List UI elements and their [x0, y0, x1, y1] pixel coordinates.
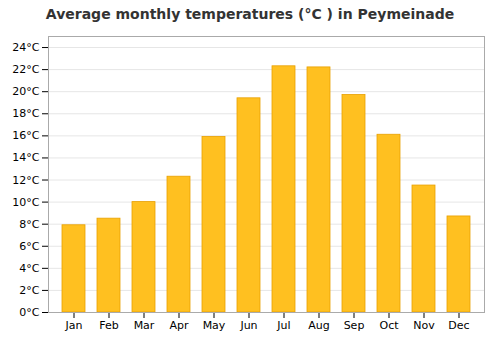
svg-text:8°C: 8°C: [19, 218, 39, 231]
svg-text:2°C: 2°C: [19, 284, 39, 297]
svg-text:Jul: Jul: [276, 319, 290, 332]
svg-text:4°C: 4°C: [19, 262, 39, 275]
svg-text:Feb: Feb: [99, 319, 118, 332]
svg-text:May: May: [203, 319, 226, 332]
svg-text:12°C: 12°C: [12, 174, 39, 187]
svg-text:10°C: 10°C: [12, 196, 39, 209]
svg-text:6°C: 6°C: [19, 240, 39, 253]
svg-text:Aug: Aug: [308, 319, 329, 332]
svg-text:Jun: Jun: [239, 319, 257, 332]
svg-text:Mar: Mar: [134, 319, 155, 332]
svg-text:24°C: 24°C: [12, 41, 39, 54]
svg-text:Sep: Sep: [344, 319, 365, 332]
svg-text:Nov: Nov: [413, 319, 435, 332]
svg-text:22°C: 22°C: [12, 63, 39, 76]
svg-text:0°C: 0°C: [19, 306, 39, 319]
svg-text:Apr: Apr: [169, 319, 189, 332]
svg-text:18°C: 18°C: [12, 107, 39, 120]
svg-text:14°C: 14°C: [12, 151, 39, 164]
html-text:Average monthly temperatures (: Average monthly temperatures (°C ) in Pe…: [45, 6, 455, 22]
svg-text:Jan: Jan: [65, 319, 83, 332]
svg-text:Dec: Dec: [448, 319, 469, 332]
svg-text:Oct: Oct: [379, 319, 399, 332]
svg-text:20°C: 20°C: [12, 85, 39, 98]
svg-text:16°C: 16°C: [12, 129, 39, 142]
